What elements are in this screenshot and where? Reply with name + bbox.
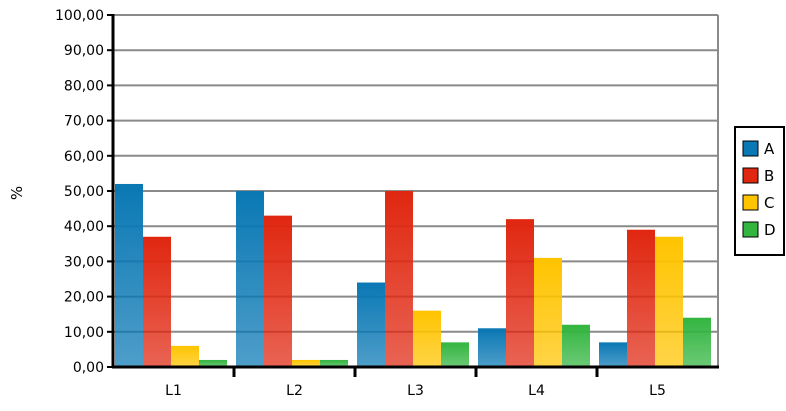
y-tick-label: 10,00 bbox=[64, 325, 104, 341]
bar-D-L3 bbox=[441, 342, 469, 367]
legend-label-B: B bbox=[764, 167, 774, 185]
bar-B-L4 bbox=[506, 219, 534, 367]
legend-swatch-C bbox=[742, 194, 759, 211]
bar-D-L4 bbox=[562, 324, 590, 367]
bar-A-L3 bbox=[357, 282, 385, 367]
bar-C-L2 bbox=[292, 359, 320, 367]
bar-C-L3 bbox=[413, 310, 441, 367]
x-tick-label: L5 bbox=[649, 383, 666, 399]
bar-B-L2 bbox=[264, 215, 292, 367]
bar-A-L2 bbox=[236, 191, 264, 367]
bar-D-L5 bbox=[683, 317, 711, 367]
y-tick-label: 60,00 bbox=[64, 149, 104, 165]
bar-C-L4 bbox=[534, 257, 562, 367]
bar-B-L3 bbox=[385, 191, 413, 367]
bar-A-L4 bbox=[478, 328, 506, 367]
y-tick-label: 30,00 bbox=[64, 254, 104, 270]
x-tick-label: L1 bbox=[165, 383, 182, 399]
legend-label-A: A bbox=[764, 140, 775, 158]
y-tick-label: 40,00 bbox=[64, 219, 104, 235]
bar-B-L1 bbox=[143, 236, 171, 367]
legend bbox=[734, 126, 785, 256]
bar-C-L1 bbox=[171, 345, 199, 367]
bar-A-L5 bbox=[599, 342, 627, 367]
y-tick-label: 50,00 bbox=[64, 184, 104, 200]
y-axis-label: % bbox=[8, 186, 26, 200]
y-tick-label: 0,00 bbox=[73, 360, 104, 376]
bar-A-L1 bbox=[115, 183, 143, 367]
y-tick-label: 20,00 bbox=[64, 290, 104, 306]
x-tick-label: L2 bbox=[286, 383, 303, 399]
y-tick-label: 90,00 bbox=[64, 43, 104, 59]
y-tick-label: 100,00 bbox=[55, 8, 104, 24]
bar-D-L1 bbox=[199, 359, 227, 367]
legend-swatch-D bbox=[742, 221, 759, 238]
x-tick-label: L3 bbox=[407, 383, 424, 399]
x-tick-label: L4 bbox=[528, 383, 545, 399]
legend-label-D: D bbox=[764, 221, 776, 239]
legend-label-C: C bbox=[764, 194, 774, 212]
legend-swatch-B bbox=[742, 167, 759, 184]
y-tick-label: 80,00 bbox=[64, 78, 104, 94]
y-tick-label: 70,00 bbox=[64, 114, 104, 130]
bar-C-L5 bbox=[655, 236, 683, 367]
bar-B-L5 bbox=[627, 229, 655, 367]
bar-D-L2 bbox=[320, 359, 348, 367]
legend-swatch-A bbox=[742, 140, 759, 157]
